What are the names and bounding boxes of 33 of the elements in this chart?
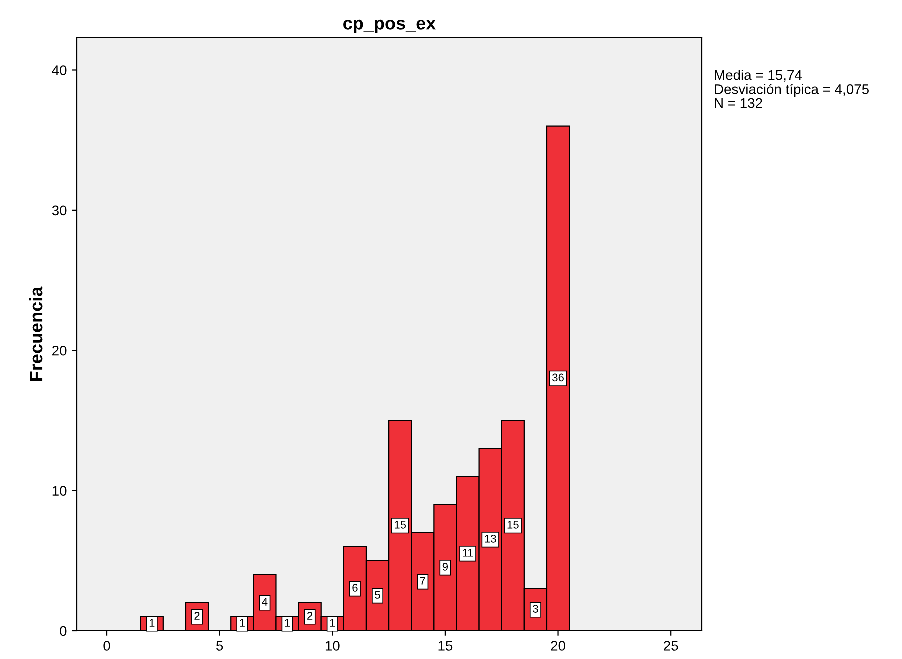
y-tick-label: 40 <box>52 66 67 76</box>
data-label: 1 <box>285 619 290 627</box>
data-label: 36 <box>552 374 564 382</box>
data-label: 3 <box>533 605 538 613</box>
data-label: 13 <box>485 534 496 543</box>
x-tick-label: 5 <box>216 641 224 651</box>
chart-title: cp_pos_ex <box>344 20 436 34</box>
data-label: 11 <box>463 549 474 557</box>
x-tick-label: 15 <box>438 641 453 651</box>
y-tick-label: 20 <box>52 346 67 356</box>
data-label: 5 <box>375 591 380 599</box>
data-label: 4 <box>262 598 268 606</box>
x-tick-label: 0 <box>104 641 110 651</box>
y-tick-label: 0 <box>60 626 67 636</box>
x-tick-label: 25 <box>664 641 678 651</box>
text: Desviación típica = 4,075 <box>715 84 869 98</box>
y-axis-title: Frecuencia <box>29 286 43 381</box>
data-label: 1 <box>330 619 336 627</box>
data-label: 1 <box>240 619 245 627</box>
y-tick-label: 10 <box>52 486 67 496</box>
data-label: 2 <box>308 612 313 620</box>
text: N = 132 <box>715 98 762 108</box>
data-label: 9 <box>442 563 448 571</box>
x-tick-label: 20 <box>551 641 566 651</box>
text: Media = 15,74 <box>715 70 802 82</box>
data-label: 1 <box>150 619 155 627</box>
data-label: 2 <box>194 612 200 620</box>
data-label: 6 <box>352 584 358 592</box>
data-label: 7 <box>420 577 426 585</box>
data-label: 15 <box>395 521 406 529</box>
data-label: 15 <box>508 521 519 529</box>
y-tick-label: 30 <box>52 206 67 216</box>
x-tick-label: 10 <box>326 641 340 651</box>
